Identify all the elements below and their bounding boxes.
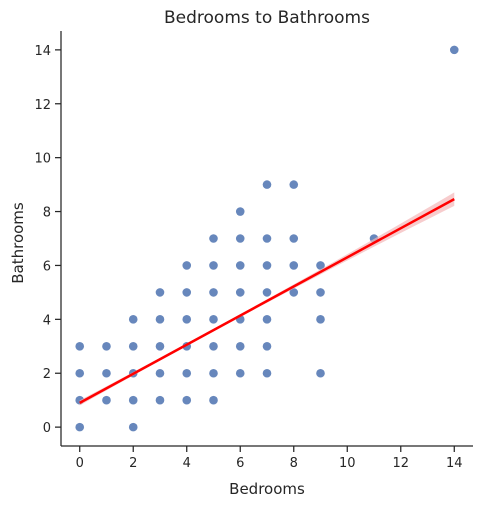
x-tick-label: 12 [392,456,409,471]
data-point [209,395,218,405]
data-point [262,261,272,270]
data-point [449,45,459,55]
data-point [155,395,165,405]
data-point [128,315,138,324]
x-tick-label: 2 [129,456,137,471]
data-point [289,234,299,243]
data-point [235,207,245,216]
x-tick-label: 8 [290,456,298,471]
data-point [155,315,165,324]
data-point [316,368,325,378]
data-point [128,341,138,351]
data-point [182,261,192,270]
plot-area: 0 2 4 6 8 10 12 14 0 2 4 6 8 10 12 14 [34,31,473,471]
x-tick-label: 10 [339,456,356,471]
data-point [209,288,218,297]
data-point [209,261,218,270]
data-point [209,234,218,243]
data-point [102,395,111,405]
data-point [262,341,272,351]
data-point [262,368,272,378]
data-point [316,315,325,324]
data-point [75,341,85,351]
data-point [209,368,218,378]
data-point [235,234,245,243]
data-point [289,180,299,189]
chart-title: Bedrooms to Bathrooms [164,8,370,28]
regression-line [79,198,455,404]
x-tick-label: 14 [446,456,463,471]
y-tick-label: 10 [34,152,51,167]
data-point [155,341,165,351]
data-point [102,368,111,378]
x-tick-label: 4 [183,456,191,471]
data-point [128,422,138,432]
data-point [262,234,272,243]
data-point [262,288,272,297]
y-tick-label: 14 [34,44,51,59]
data-point [316,288,325,297]
data-point [262,315,272,324]
data-point [235,288,245,297]
data-point [289,261,299,270]
data-point [235,261,245,270]
data-point [75,368,85,378]
y-axis-label: Bathrooms [9,202,27,284]
y-tick-label: 8 [43,206,51,221]
y-tick-label: 4 [43,313,51,328]
x-tick-label: 6 [236,456,244,471]
data-point [182,395,192,405]
y-tick-label: 2 [43,367,51,382]
y-tick-label: 6 [43,259,51,274]
y-tick-label: 0 [43,421,51,436]
data-point [182,315,192,324]
data-point [155,288,165,297]
y-tick-label: 12 [34,98,51,113]
data-point [262,180,272,189]
x-tick-label: 0 [76,456,84,471]
data-point [128,395,138,405]
data-point [75,422,85,432]
data-point [102,341,111,351]
data-point [235,341,245,351]
data-point [209,341,218,351]
data-point [182,288,192,297]
data-point [235,368,245,378]
data-point [182,368,192,378]
data-point [209,315,218,324]
x-axis-label: Bedrooms [229,480,305,498]
data-point [155,368,165,378]
data-point [316,261,325,270]
data-point [289,288,299,297]
